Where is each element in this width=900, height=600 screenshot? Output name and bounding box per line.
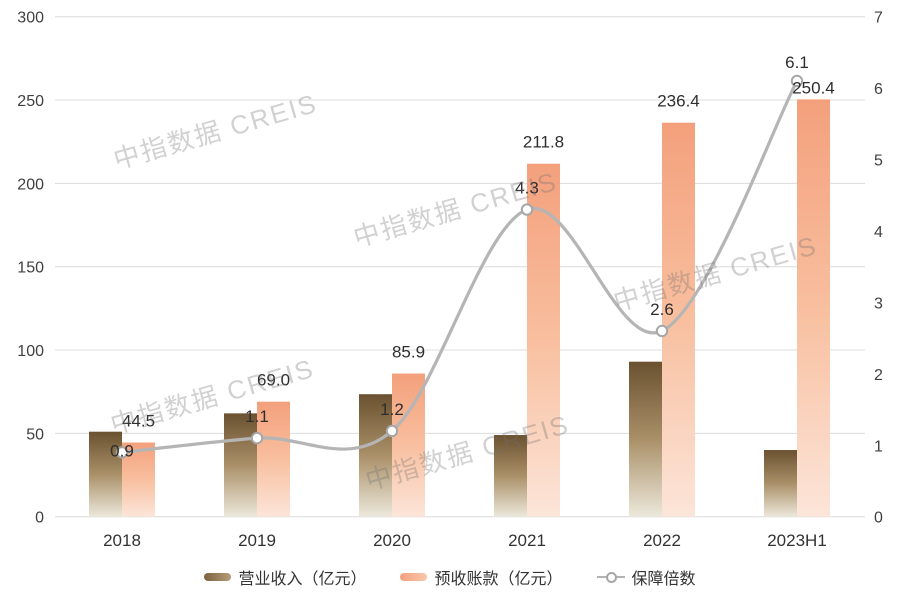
line-marker xyxy=(115,446,129,459)
legend-item-coverage-ratio: 保障倍数 xyxy=(596,565,696,589)
x-axis-label: 2022 xyxy=(643,531,681,550)
y-axis-tick-right: 4 xyxy=(874,224,883,241)
line-marker xyxy=(655,324,669,338)
legend-item-advance-receipts: 预收账款（亿元） xyxy=(400,565,563,589)
legend-label-coverage-ratio: 保障倍数 xyxy=(631,571,696,588)
bar-value-label: 85.9 xyxy=(392,343,425,362)
y-axis-tick-right: 6 xyxy=(874,81,883,98)
revenue-swatch-icon xyxy=(204,573,232,581)
y-axis-tick-left: 250 xyxy=(17,93,44,110)
line-value-label: 1.1 xyxy=(245,407,269,426)
advance-receipts-bar xyxy=(797,99,830,517)
y-axis-tick-left: 300 xyxy=(17,10,44,27)
bar-value-label: 211.8 xyxy=(523,133,564,152)
y-axis-tick-left: 150 xyxy=(17,260,44,277)
line-marker xyxy=(790,74,804,88)
advance-receipts-bar xyxy=(392,373,425,517)
line-value-label: 0.9 xyxy=(110,441,134,460)
y-axis-tick-right: 2 xyxy=(874,367,883,384)
x-axis-label: 2021 xyxy=(508,531,546,550)
revenue-bar xyxy=(629,361,662,517)
revenue-bar xyxy=(494,435,527,517)
y-axis-tick-right: 7 xyxy=(874,10,883,27)
line-marker xyxy=(385,424,399,438)
revenue-bar xyxy=(764,450,797,517)
bar-value-label: 69.0 xyxy=(257,371,290,390)
y-axis-tick-left: 200 xyxy=(17,176,44,193)
legend-label-revenue: 营业收入（亿元） xyxy=(238,571,367,588)
advance-receipts-bar xyxy=(527,163,560,517)
bar-value-label: 236.4 xyxy=(657,92,700,111)
line-value-label: 6.1 xyxy=(785,53,809,72)
legend-item-revenue: 营业收入（亿元） xyxy=(204,565,366,589)
y-axis-tick-left: 0 xyxy=(35,510,44,527)
x-axis-label: 2019 xyxy=(238,531,276,550)
line-value-label: 4.3 xyxy=(515,179,539,198)
y-axis-tick-right: 0 xyxy=(874,510,883,527)
y-axis-tick-right: 3 xyxy=(874,295,883,312)
advance-receipts-bar xyxy=(662,122,695,517)
bar-value-label: 250.4 xyxy=(792,78,835,97)
line-value-label: 2.6 xyxy=(650,300,674,319)
advance-receipts-bar xyxy=(257,401,290,517)
y-axis-tick-right: 5 xyxy=(874,153,883,170)
line-marker xyxy=(250,431,264,445)
advance-receipts-swatch-icon xyxy=(400,573,428,581)
x-axis-label: 2023H1 xyxy=(767,531,827,550)
x-axis-label: 2018 xyxy=(103,531,141,550)
y-axis-tick-left: 100 xyxy=(17,343,44,360)
revenue-bar xyxy=(89,431,122,517)
bar-value-label: 44.5 xyxy=(122,412,155,431)
y-axis-tick-left: 50 xyxy=(26,426,44,443)
legend: 营业收入（亿元） 预收账款（亿元） 保障倍数 xyxy=(0,564,900,590)
y-axis-tick-right: 1 xyxy=(874,438,883,455)
line-marker-swatch-icon xyxy=(596,572,625,583)
revenue-bar xyxy=(359,394,392,517)
line-marker xyxy=(520,203,534,216)
revenue-bar xyxy=(224,413,257,517)
legend-label-advance-receipts: 预收账款（亿元） xyxy=(434,571,563,588)
x-axis-label: 2020 xyxy=(373,531,411,550)
line-value-label: 1.2 xyxy=(380,400,404,419)
